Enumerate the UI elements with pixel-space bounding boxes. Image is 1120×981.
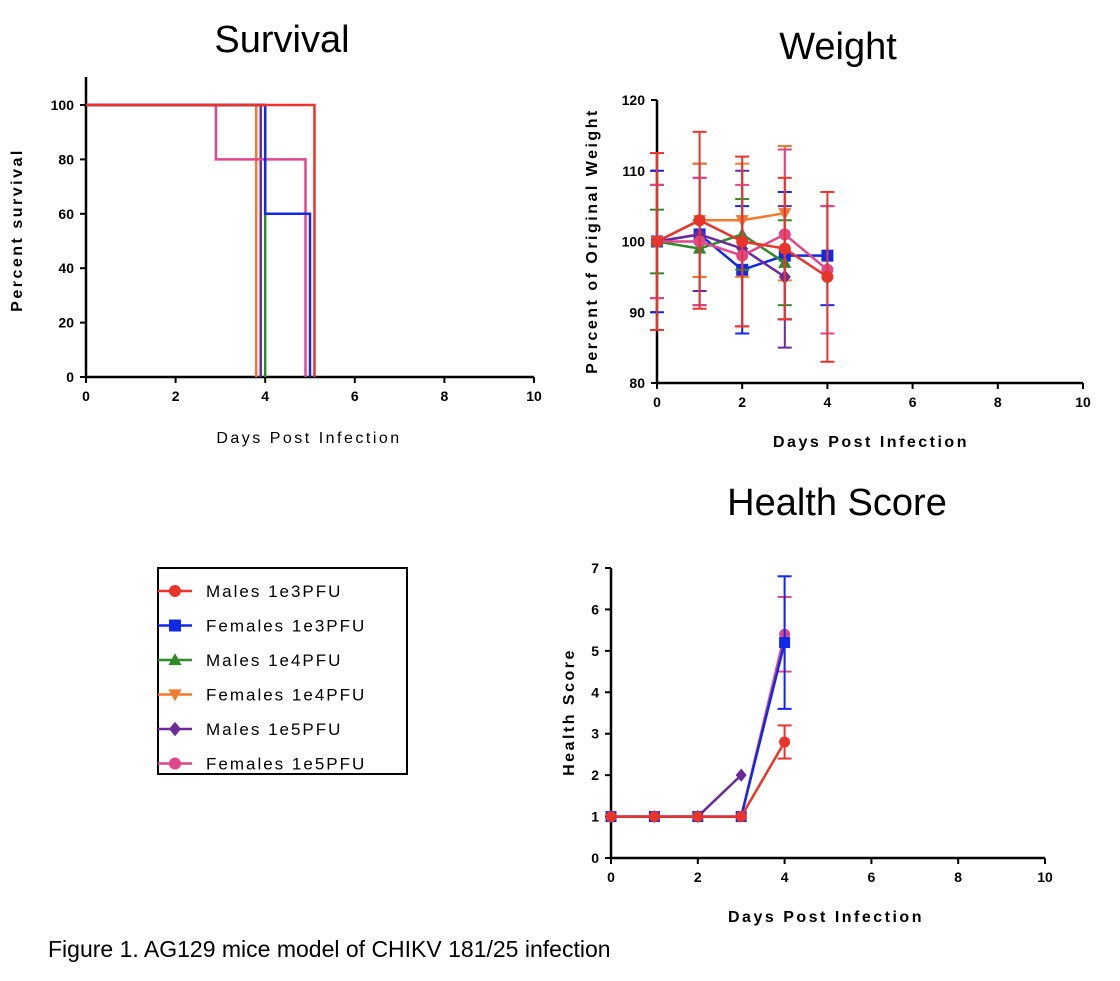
weight-y-tick-label: 90	[629, 304, 645, 320]
health-y-tick-label: 7	[591, 560, 599, 576]
survival-x-tick-label: 10	[526, 388, 542, 404]
health-x-tick-label: 6	[868, 869, 876, 885]
weight-y-tick-label: 120	[622, 92, 646, 108]
legend-label-females-1e4pfu: Females 1e4PFU	[206, 686, 366, 705]
health-point-males-1e3pfu	[692, 811, 704, 823]
health-plot-area: 0 2 4 6 8 10 0 1 2 3 4 5 6 7	[591, 560, 1053, 885]
health-point-males-1e3pfu	[648, 811, 660, 823]
health-x-tick-label: 8	[954, 869, 962, 885]
survival-x-tick-label: 0	[82, 388, 90, 404]
weight-chart: Weight 0 2 4 6 8 10 80 90 100 110 120 Days Post In…	[584, 26, 1091, 451]
health-x-tick-label: 2	[694, 869, 702, 885]
survival-line-females-1e3pfu	[86, 103, 312, 377]
legend-marker-males-1e4pfu	[168, 653, 182, 666]
survival-title: Survival	[214, 19, 349, 61]
health-x-tick-label: 4	[781, 869, 789, 885]
health-y-tick-label: 3	[591, 726, 599, 742]
health-title: Health Score	[727, 482, 947, 524]
weight-xlabel: Days Post Infection	[773, 434, 969, 451]
legend: Males 1e3PFU Females 1e3PFU Males 1e4PFU Fe…	[157, 567, 408, 775]
weight-point-males-1e3pfu	[778, 242, 791, 255]
weight-title: Weight	[779, 26, 897, 68]
legend-marker-males-1e3pfu	[169, 585, 181, 597]
survival-ylabel: Percent survival	[9, 148, 26, 312]
survival-y-tick-label: 60	[58, 206, 74, 222]
health-y-tick-label: 0	[591, 850, 599, 866]
legend-marker-females-1e5pfu	[169, 757, 181, 770]
survival-line-females-1e5pfu	[86, 103, 307, 377]
health-ylabel: Health Score	[561, 648, 578, 776]
survival-y-tick-label: 20	[58, 315, 74, 331]
weight-x-tick-label: 10	[1075, 394, 1091, 410]
survival-y-tick-label: 0	[66, 369, 74, 385]
health-point-females-1e3pfu	[779, 637, 791, 649]
health-line-females-1e3pfu	[611, 642, 786, 818]
health-y-tick-label: 2	[591, 767, 599, 783]
health-line-males-1e3pfu	[611, 741, 786, 818]
legend-marker-males-1e5pfu	[169, 721, 181, 737]
survival-xlabel: Days Post Infection	[216, 430, 401, 447]
weight-x-tick-label: 0	[653, 394, 661, 410]
weight-line-males-1e5pfu	[656, 233, 786, 278]
weight-point-males-1e3pfu	[693, 214, 706, 227]
health-line-females-1e5pfu	[611, 633, 786, 818]
health-point-males-1e3pfu	[605, 811, 617, 823]
health-y-tick-label: 4	[591, 684, 599, 700]
weight-y-tick-label: 110	[622, 163, 645, 179]
health-y-tick-label: 1	[591, 809, 599, 825]
health-point-males-1e3pfu	[779, 736, 791, 748]
health-y-tick-label: 5	[591, 643, 599, 659]
survival-line-males-1e4pfu	[86, 103, 267, 377]
health-x-tick-label: 0	[607, 869, 615, 885]
weight-point-males-1e3pfu	[736, 235, 749, 248]
weight-x-tick-label: 6	[909, 394, 917, 410]
survival-y-tick-label: 80	[58, 151, 74, 167]
survival-x-tick-label: 4	[261, 388, 269, 404]
survival-line-females-1e4pfu	[86, 103, 258, 377]
health-xlabel: Days Post Infection	[728, 909, 924, 926]
weight-plot-area: 0 2 4 6 8 10 80 90 100 110 120	[622, 92, 1091, 410]
health-chart: Health Score 0 2 4 6 8 10 0 1 2 3 4 5 6 7 Days Post I…	[561, 482, 1053, 926]
weight-x-tick-label: 4	[824, 394, 832, 410]
legend-label-females-1e3pfu: Females 1e3PFU	[206, 617, 366, 636]
survival-x-tick-label: 2	[172, 388, 180, 404]
health-point-males-1e3pfu	[735, 811, 747, 823]
weight-y-tick-label: 100	[622, 234, 646, 250]
health-line-males-1e5pfu	[611, 774, 743, 818]
legend-label-males-1e3pfu: Males 1e3PFU	[206, 582, 342, 601]
legend-box	[157, 567, 408, 775]
weight-point-males-1e3pfu	[821, 270, 834, 283]
survival-y-tick-label: 40	[58, 260, 74, 276]
survival-line-males-1e3pfu	[86, 103, 316, 377]
weight-x-tick-label: 2	[738, 394, 746, 410]
health-point-males-1e5pfu	[735, 768, 747, 782]
legend-label-males-1e5pfu: Males 1e5PFU	[206, 720, 342, 739]
weight-point-males-1e3pfu	[651, 235, 663, 248]
legend-label-females-1e5pfu: Females 1e5PFU	[206, 755, 366, 774]
legend-marker-females-1e3pfu	[169, 619, 181, 632]
survival-x-tick-label: 6	[351, 388, 359, 404]
survival-y-tick-label: 100	[51, 97, 75, 113]
survival-line-males-1e5pfu	[86, 103, 262, 377]
health-x-tick-label: 10	[1037, 869, 1053, 885]
legend-label-males-1e4pfu: Males 1e4PFU	[206, 651, 342, 670]
weight-ylabel: Percent of Original Weight	[584, 108, 601, 374]
weight-y-tick-label: 80	[629, 375, 645, 391]
legend-marker-females-1e4pfu	[168, 689, 182, 702]
health-y-tick-label: 6	[591, 601, 599, 617]
survival-x-tick-label: 8	[441, 388, 449, 404]
figure-caption: Figure 1. AG129 mice model of CHIKV 181/…	[48, 936, 611, 962]
weight-x-tick-label: 8	[994, 394, 1002, 410]
